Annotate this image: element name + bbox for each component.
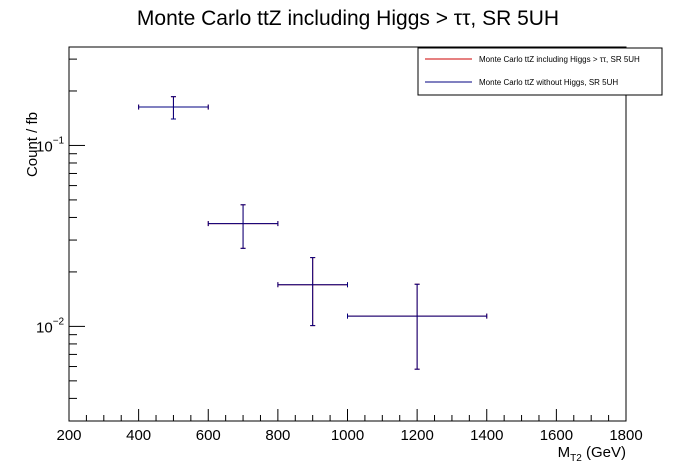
x-tick-label: 1800	[609, 427, 642, 444]
x-tick-label: 400	[126, 427, 151, 444]
y-tick-label-exponent: −1	[53, 135, 65, 146]
axis-ticks	[68, 58, 627, 422]
y-axis-label: Count / fb	[24, 112, 41, 177]
series-with-higgs	[138, 96, 488, 370]
x-tick-label: 200	[56, 427, 81, 444]
x-axis-label-main: M	[558, 444, 571, 461]
y-tick-label-base: 10	[36, 138, 53, 155]
x-axis-label-unit: (GeV)	[582, 444, 626, 461]
legend: Monte Carlo ttZ including Higgs > ττ, SR…	[417, 47, 663, 96]
series-without-higgs	[138, 96, 488, 370]
y-tick-label-base: 10	[36, 319, 53, 336]
legend-box	[417, 47, 663, 96]
data-point	[277, 257, 348, 327]
y-tick-label: 10−2	[36, 316, 65, 336]
y-tick-label-exponent: −2	[53, 316, 65, 327]
x-tick-label: 1600	[540, 427, 573, 444]
x-tick-label: 600	[196, 427, 221, 444]
x-tick-label: 1000	[331, 427, 364, 444]
data-marks	[138, 96, 488, 370]
x-axis-label-subscript: T2	[570, 453, 582, 464]
plot-area-border	[68, 46, 627, 422]
y-tick-label: 10−1	[36, 135, 65, 155]
legend-entry-without-higgs: Monte Carlo ttZ without Higgs, SR 5UH	[479, 78, 618, 87]
legend-entry-with-higgs: Monte Carlo ttZ including Higgs > ττ, SR…	[479, 55, 640, 64]
x-tick-label: 800	[265, 427, 290, 444]
x-tick-label: 1400	[470, 427, 503, 444]
plot-frame	[68, 46, 627, 422]
data-point	[138, 96, 209, 120]
x-axis-label: MT2 (GeV)	[558, 444, 626, 464]
chart-title: Monte Carlo ttZ including Higgs > ττ, SR…	[137, 7, 559, 30]
x-tick-label: 1200	[400, 427, 433, 444]
data-point	[207, 204, 279, 249]
data-point	[347, 283, 488, 370]
